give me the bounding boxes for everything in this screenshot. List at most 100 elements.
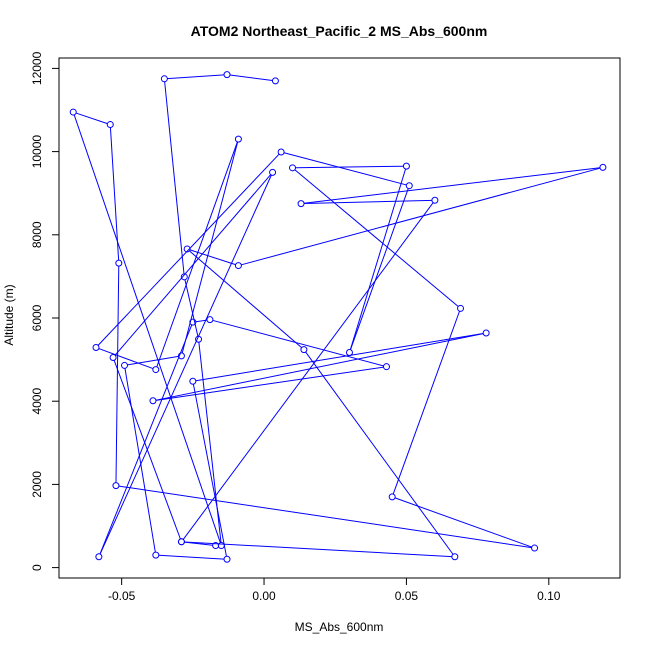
series-segment: [241, 167, 601, 266]
y-tick-label: 2000: [30, 471, 44, 498]
x-tick-label: 0.05: [395, 589, 419, 603]
data-point: [234, 262, 242, 270]
data-point: [180, 273, 188, 281]
series-segment: [156, 141, 238, 367]
data-point: [152, 551, 160, 559]
data-point: [152, 366, 160, 374]
y-tick-label: 12000: [30, 51, 44, 85]
data-point: [120, 361, 128, 369]
series-segment: [212, 319, 384, 367]
y-tick-label: 6000: [30, 304, 44, 331]
data-point: [92, 344, 100, 352]
series-segment: [75, 112, 108, 125]
series-segment: [155, 366, 384, 401]
series-segment: [283, 152, 407, 186]
data-point: [112, 482, 120, 490]
series-segment: [295, 165, 404, 169]
series-segment: [192, 384, 227, 557]
series-segment: [304, 199, 432, 205]
data-point: [234, 135, 242, 143]
data-point: [269, 168, 277, 176]
data-point: [289, 164, 297, 172]
series-segment: [99, 324, 193, 555]
series-segment: [392, 311, 460, 495]
data-point: [115, 259, 123, 267]
data-point: [277, 148, 285, 156]
data-point: [177, 352, 185, 360]
data-point: [405, 182, 413, 190]
series-segment: [294, 169, 459, 307]
series-segment: [118, 485, 532, 549]
y-axis: 0 2000 4000 6000 8000 10000 12000: [30, 51, 60, 571]
series-segment: [189, 250, 302, 349]
series-segment: [195, 319, 208, 323]
series-segment: [124, 368, 156, 553]
data-point: [177, 538, 185, 546]
x-tick-label: 0.10: [537, 589, 561, 603]
series-segment: [155, 333, 484, 401]
series-segment: [229, 74, 273, 81]
series-segment: [99, 174, 272, 555]
series-segment: [98, 348, 154, 370]
series-segment: [73, 114, 221, 543]
series-segment: [184, 279, 199, 337]
x-tick-label: -0.05: [108, 589, 136, 603]
data-point: [402, 162, 410, 170]
series-segment: [350, 188, 409, 350]
series-segment: [167, 74, 225, 80]
data-point: [482, 329, 490, 337]
data-point: [109, 354, 117, 362]
series-segment: [164, 81, 185, 274]
data-point: [69, 108, 77, 116]
data-point: [223, 555, 231, 563]
y-tick-label: 4000: [30, 388, 44, 415]
data-point: [345, 349, 353, 357]
data-point: [183, 245, 191, 253]
series-segment: [127, 355, 179, 366]
data-point: [160, 75, 168, 83]
data-point: [189, 377, 197, 385]
series-segment: [195, 332, 484, 382]
data-point: [106, 121, 114, 129]
data-point: [271, 77, 279, 85]
x-tick-label: 0.00: [252, 589, 276, 603]
series-segment: [114, 174, 271, 356]
x-axis-title: MS_Abs_600nm: [295, 620, 384, 634]
data-point: [451, 553, 459, 561]
series-segment: [113, 360, 181, 540]
series-segment: [184, 541, 213, 546]
series-segment: [184, 541, 452, 558]
series-segment: [158, 554, 225, 560]
series-segment: [115, 266, 120, 483]
series-line: [73, 74, 601, 560]
series-segment: [109, 127, 120, 261]
series-segment: [303, 167, 600, 204]
data-point: [388, 493, 396, 501]
data-point: [382, 363, 390, 371]
y-tick-label: 0: [30, 564, 44, 571]
chart-title: ATOM2 Northeast_Pacific_2 MS_Abs_600nm: [191, 23, 488, 39]
data-point: [195, 335, 203, 343]
data-point: [599, 163, 607, 171]
data-point: [95, 553, 103, 561]
series-segment: [305, 351, 454, 555]
series-segment: [182, 202, 434, 540]
y-axis-title: Altitude (m): [2, 284, 16, 345]
series-segment: [97, 153, 280, 346]
series-segment: [349, 168, 407, 350]
data-point: [297, 200, 305, 208]
data-point: [189, 318, 197, 326]
data-point: [212, 542, 220, 550]
data-point: [206, 316, 214, 324]
data-point: [457, 304, 465, 312]
data-point: [531, 544, 539, 552]
y-tick-label: 10000: [30, 135, 44, 169]
x-axis: -0.05 0.00 0.05 0.10: [108, 577, 561, 603]
data-point: [431, 196, 439, 204]
y-tick-label: 8000: [30, 221, 44, 248]
series-points: [69, 71, 607, 563]
series-segment: [189, 249, 236, 266]
data-point: [223, 71, 231, 79]
